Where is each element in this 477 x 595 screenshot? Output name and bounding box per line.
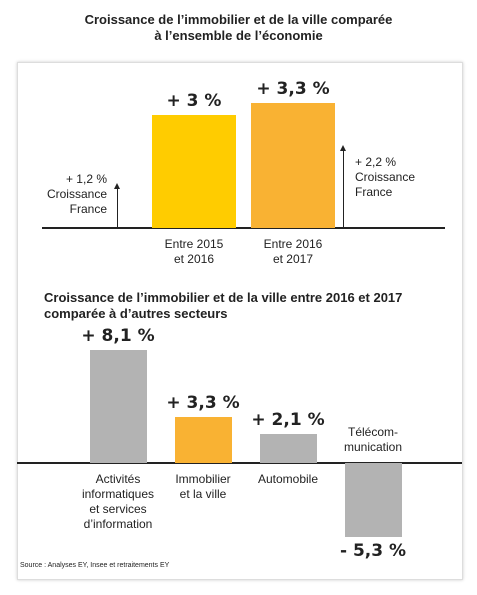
source: Source : Analyses EY, Insee et retraitem…	[20, 562, 170, 569]
x-tick-label: Entre 2016 et 2017	[263, 237, 323, 266]
bar	[152, 114, 236, 228]
value-label: + 3,3 %	[166, 392, 240, 413]
arrow-head	[114, 182, 120, 189]
value-label: - 5,3 %	[339, 541, 407, 562]
value-label: + 3,3 %	[256, 79, 330, 100]
panel	[17, 62, 463, 580]
annotation-value: + 1,2 %	[65, 172, 107, 186]
bar	[89, 349, 147, 463]
x-tick-label: Activités informatiques et services d’in…	[81, 472, 155, 531]
chart-title: Croissance de l’immobilier et de la vill…	[84, 12, 393, 43]
annotation-text: Croissance France	[355, 170, 416, 199]
bar	[344, 463, 402, 538]
annotation-value: + 2,2 %	[355, 155, 397, 169]
x-tick-label: Entre 2015 et 2016	[164, 237, 224, 266]
bar	[259, 433, 317, 463]
value-label: + 2,1 %	[251, 409, 325, 430]
axis-line	[17, 462, 462, 464]
reference-arrow	[343, 149, 344, 227]
reference-arrow	[117, 187, 118, 227]
value-label: + 8,1 %	[81, 325, 155, 346]
x-tick-label: Télécom- munication	[343, 425, 403, 454]
x-tick-label: Automobile	[257, 472, 319, 486]
annotation-text: Croissance France	[46, 187, 107, 216]
arrow-head	[340, 144, 346, 151]
bar	[251, 103, 335, 228]
bar	[174, 416, 232, 463]
chart-title: Croissance de l’immobilier et de la vill…	[44, 290, 403, 321]
value-label: + 3 %	[166, 90, 222, 111]
x-tick-label: Immobilier et la ville	[175, 472, 231, 501]
axis-line	[42, 227, 445, 229]
